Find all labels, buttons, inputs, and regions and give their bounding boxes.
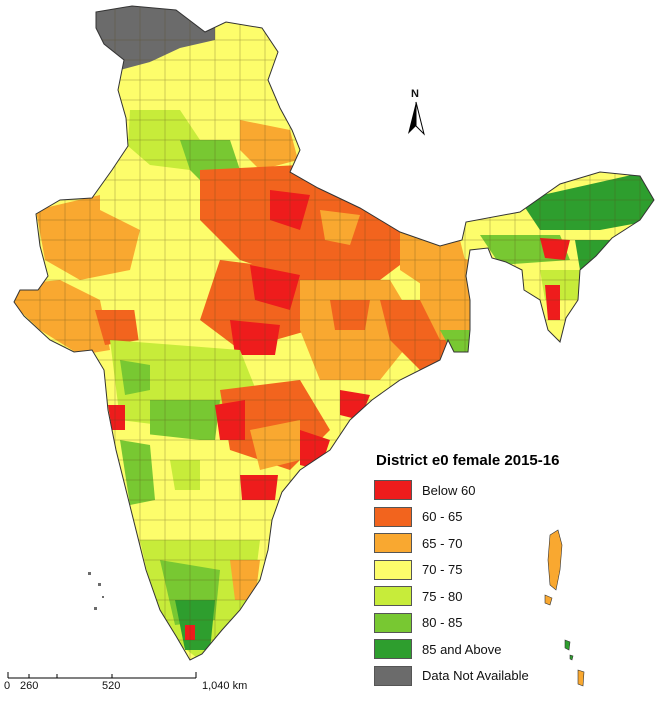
region-no-data: [90, 6, 215, 70]
scale-bar-line: [7, 672, 197, 679]
scale-bar: 0 260 520 1,040 km: [0, 668, 300, 708]
scale-tick-label: 1,040 km: [202, 680, 248, 692]
legend-item: 85 and Above: [374, 636, 644, 663]
legend-swatch: [374, 639, 412, 660]
legend-item: 80 - 85: [374, 610, 644, 637]
north-arrow-icon: [408, 101, 425, 136]
north-label: N: [411, 88, 419, 100]
legend-label: 85 and Above: [422, 641, 502, 657]
scale-tick-label: 260: [20, 680, 39, 692]
legend-item: 60 - 65: [374, 504, 644, 531]
legend-label: Data Not Available: [422, 668, 529, 684]
legend-item: 75 - 80: [374, 583, 644, 610]
legend-title: District e0 female 2015-16: [376, 452, 560, 469]
legend-swatch: [374, 506, 412, 527]
andaman-nicobar-islands: [544, 529, 585, 687]
legend-swatch: [374, 533, 412, 554]
legend-swatch: [374, 665, 412, 686]
legend-label: 60 - 65: [422, 509, 463, 525]
scale-tick-label: 520: [102, 680, 121, 692]
legend-item: Data Not Available: [374, 663, 644, 690]
legend-label: 65 - 70: [422, 535, 463, 551]
legend-item: 65 - 70: [374, 530, 644, 557]
legend-swatch: [374, 559, 412, 580]
legend-label: 80 - 85: [422, 615, 463, 631]
legend-item: Below 60: [374, 477, 644, 504]
legend-item: 70 - 75: [374, 557, 644, 584]
legend-label: 70 - 75: [422, 562, 463, 578]
lakshadweep-islands: [88, 572, 104, 610]
north-arrow: N: [402, 88, 432, 140]
legend-label: 75 - 80: [422, 588, 463, 604]
legend: District e0 female 2015-16 Below 60 60 -…: [374, 452, 644, 689]
legend-swatch: [374, 586, 412, 607]
scale-tick-label: 0: [4, 680, 11, 692]
legend-label: Below 60: [422, 482, 476, 498]
legend-swatch: [374, 612, 412, 633]
legend-swatch: [374, 480, 412, 501]
